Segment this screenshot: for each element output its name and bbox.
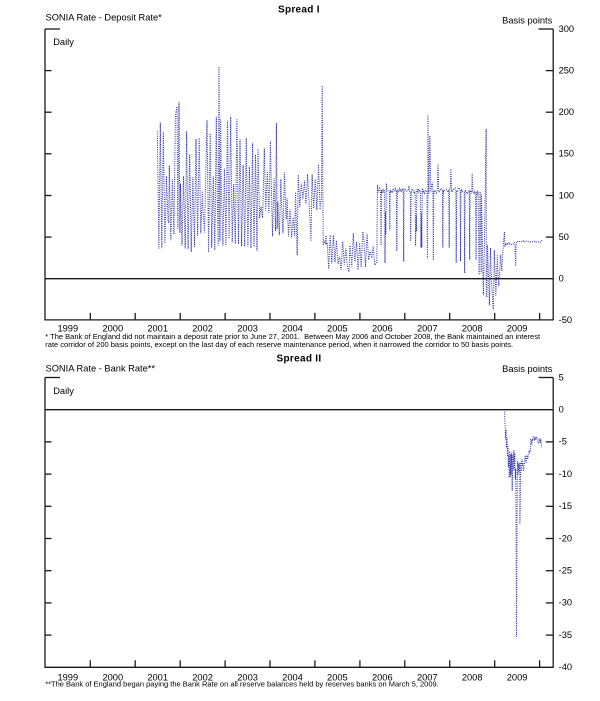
svg-text:250: 250 xyxy=(559,65,575,75)
svg-text:Basis points: Basis points xyxy=(502,364,552,374)
svg-text:* The Bank of England did not: * The Bank of England did not maintain a… xyxy=(45,332,541,341)
svg-text:5: 5 xyxy=(559,372,564,382)
svg-text:-10: -10 xyxy=(559,469,572,479)
svg-text:2005: 2005 xyxy=(327,672,348,682)
svg-text:2009: 2009 xyxy=(507,672,528,682)
svg-text:Daily: Daily xyxy=(53,37,74,47)
svg-text:2008: 2008 xyxy=(462,324,483,334)
svg-text:100: 100 xyxy=(559,190,575,200)
svg-text:150: 150 xyxy=(559,149,575,159)
svg-text:-30: -30 xyxy=(559,598,572,608)
svg-text:-35: -35 xyxy=(559,630,572,640)
svg-text:2004: 2004 xyxy=(282,324,303,334)
svg-text:2003: 2003 xyxy=(237,672,258,682)
svg-text:SONIA Rate - Bank Rate**: SONIA Rate - Bank Rate** xyxy=(46,364,156,374)
svg-text:-50: -50 xyxy=(559,315,572,325)
svg-text:2002: 2002 xyxy=(192,324,213,334)
svg-text:2000: 2000 xyxy=(102,672,123,682)
svg-text:-40: -40 xyxy=(559,662,572,672)
svg-text:2007: 2007 xyxy=(417,324,438,334)
svg-text:2007: 2007 xyxy=(417,672,438,682)
svg-text:300: 300 xyxy=(559,24,575,34)
svg-text:-25: -25 xyxy=(559,566,572,576)
svg-text:**The Bank of England began pa: **The Bank of England began paying the B… xyxy=(45,679,439,688)
svg-text:2000: 2000 xyxy=(102,324,123,334)
svg-text:SONIA Rate - Deposit Rate*: SONIA Rate - Deposit Rate* xyxy=(46,13,163,23)
svg-text:2003: 2003 xyxy=(237,324,258,334)
svg-text:2001: 2001 xyxy=(147,324,168,334)
svg-text:-15: -15 xyxy=(559,501,572,511)
svg-text:0: 0 xyxy=(559,405,564,415)
svg-text:Spread II: Spread II xyxy=(277,354,322,365)
svg-text:1999: 1999 xyxy=(57,672,78,682)
svg-text:2005: 2005 xyxy=(327,324,348,334)
svg-text:2006: 2006 xyxy=(372,672,393,682)
svg-text:2008: 2008 xyxy=(462,672,483,682)
svg-text:Daily: Daily xyxy=(53,386,74,396)
svg-text:Spread I: Spread I xyxy=(278,5,320,16)
svg-text:rate corridor of 200 basis poi: rate corridor of 200 basis points, excep… xyxy=(45,340,513,349)
svg-text:200: 200 xyxy=(559,107,575,117)
svg-text:-5: -5 xyxy=(559,437,567,447)
svg-text:1999: 1999 xyxy=(57,324,78,334)
svg-text:2001: 2001 xyxy=(147,672,168,682)
svg-text:2006: 2006 xyxy=(372,324,393,334)
svg-text:2002: 2002 xyxy=(192,672,213,682)
svg-text:0: 0 xyxy=(559,274,564,284)
svg-text:50: 50 xyxy=(559,232,569,242)
svg-text:-20: -20 xyxy=(559,533,572,543)
svg-text:Basis points: Basis points xyxy=(502,16,552,26)
svg-text:2009: 2009 xyxy=(507,324,528,334)
svg-text:2004: 2004 xyxy=(282,672,303,682)
